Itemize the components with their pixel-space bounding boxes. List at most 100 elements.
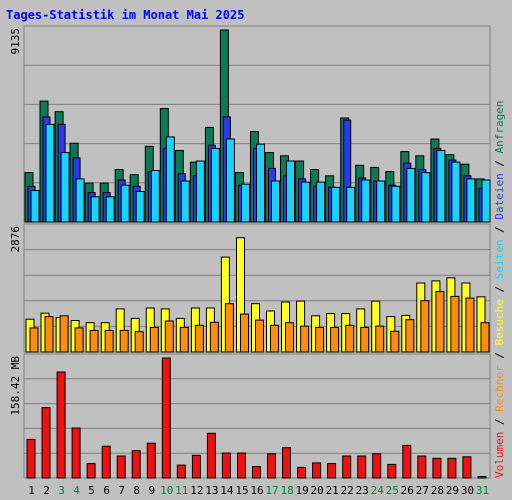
- x-tick-label-day-12: 12: [190, 484, 203, 497]
- legend-separator: /: [493, 220, 506, 240]
- bar-seiten-day-28: [436, 150, 446, 223]
- series-volumen: [26, 357, 487, 479]
- bar-seiten-day-1: [30, 190, 40, 223]
- bar-rechner-day-3: [59, 315, 69, 353]
- x-tick-label-day-4: 4: [73, 484, 80, 497]
- bar-seiten-day-17: [271, 180, 280, 223]
- bar-rechner-day-23: [360, 326, 370, 353]
- bar-volumen-day-13: [206, 432, 216, 479]
- bar-volumen-day-30: [462, 456, 472, 479]
- bar-volumen-day-10: [161, 357, 171, 479]
- bar-seiten-day-15: [241, 183, 250, 223]
- bar-rechner-day-1: [29, 327, 39, 353]
- panel-anfragen-dateien-seiten: 9135: [9, 25, 491, 223]
- bar-volumen-day-11: [176, 464, 186, 479]
- x-tick-label-day-29: 29: [446, 484, 459, 497]
- bar-rechner-day-19: [300, 325, 310, 353]
- bar-rechner-day-28: [435, 291, 445, 353]
- bar-volumen-day-26: [402, 444, 412, 479]
- x-tick-label-day-1: 1: [28, 484, 35, 497]
- x-tick-label-day-15: 15: [235, 484, 248, 497]
- bar-volumen-day-5: [86, 463, 96, 479]
- bar-rechner-day-8: [134, 331, 144, 353]
- series-rechner: [29, 291, 490, 353]
- bar-rechner-day-29: [450, 295, 460, 353]
- bar-volumen-day-20: [312, 462, 322, 479]
- bar-rechner-day-7: [119, 329, 129, 353]
- x-tick-label-day-6: 6: [103, 484, 110, 497]
- chart-title: Tages-Statistik im Monat Mai 2025: [6, 8, 244, 22]
- x-tick-label-day-22: 22: [341, 484, 354, 497]
- bar-volumen-day-31: [477, 476, 487, 479]
- bar-seiten-day-5: [90, 196, 100, 223]
- x-tick-label-day-11: 11: [175, 484, 188, 497]
- legend-anfragen: Anfragen: [493, 100, 506, 153]
- bar-seiten-day-22: [346, 186, 356, 223]
- x-tick-label-day-5: 5: [88, 484, 95, 497]
- x-tick-label-day-30: 30: [461, 484, 474, 497]
- x-tick-label-day-2: 2: [43, 484, 50, 497]
- bar-rechner-day-4: [74, 327, 84, 353]
- legend-dateien: Dateien: [493, 173, 506, 219]
- x-tick-label-day-16: 16: [250, 484, 263, 497]
- bar-seiten-day-2: [45, 123, 55, 223]
- bar-seiten-day-21: [331, 186, 341, 223]
- x-tick-label-day-17: 17: [265, 484, 278, 497]
- bar-seiten-day-11: [180, 180, 190, 223]
- legend-separator: /: [493, 346, 506, 366]
- x-tick-label-day-9: 9: [148, 484, 155, 497]
- chart-panels: 9135 2876 158.42 MB: [9, 25, 491, 479]
- bar-volumen-day-17: [267, 453, 276, 479]
- bar-volumen-day-25: [387, 463, 397, 479]
- bar-seiten-day-29: [451, 161, 461, 223]
- bar-volumen-day-16: [252, 466, 261, 479]
- bar-rechner-day-20: [315, 326, 325, 353]
- x-tick-label-day-19: 19: [295, 484, 308, 497]
- bar-seiten-day-20: [316, 181, 326, 223]
- legend-volumen: Volumen: [493, 432, 506, 478]
- x-tick-label-day-7: 7: [118, 484, 125, 497]
- legend-separator: /: [493, 153, 506, 173]
- right-legend-text: Volumen / Rechner / Besuche / Seiten / D…: [493, 100, 506, 478]
- legend-rechner: Rechner: [493, 365, 506, 412]
- x-tick-label-day-8: 8: [133, 484, 140, 497]
- bar-volumen-day-1: [26, 438, 36, 479]
- bar-seiten-day-3: [60, 152, 70, 223]
- panel-besuche-rechner: 2876: [9, 223, 491, 353]
- bar-volumen-day-28: [432, 457, 442, 479]
- bar-volumen-day-7: [116, 455, 126, 479]
- panel-frame: [23, 353, 491, 479]
- bar-volumen-day-2: [41, 407, 51, 479]
- bar-rechner-day-21: [330, 326, 340, 353]
- bar-seiten-day-24: [376, 180, 386, 223]
- x-tick-label-day-23: 23: [356, 484, 369, 497]
- bar-seiten-day-27: [421, 172, 431, 223]
- legend-separator: /: [493, 412, 506, 432]
- bar-seiten-day-18: [286, 160, 295, 223]
- bar-volumen-day-21: [327, 463, 337, 479]
- bar-volumen-day-15: [237, 452, 246, 479]
- bar-rechner-day-30: [465, 297, 475, 353]
- bar-seiten-day-31: [481, 179, 491, 223]
- bar-seiten-day-12: [195, 160, 205, 223]
- bar-seiten-day-8: [135, 191, 145, 223]
- bar-volumen-day-12: [191, 454, 201, 479]
- x-tick-label-day-24: 24: [371, 484, 385, 497]
- bar-seiten-day-9: [150, 170, 160, 223]
- bar-seiten-day-16: [256, 143, 265, 223]
- x-axis-labels: 1 2 3 4 5 6 7 8 9 10 11 12 13 14 15 16 17 18 19 20 21 22 23 24 2…: [28, 484, 489, 497]
- bar-rechner-day-26: [405, 319, 415, 353]
- panel-volumen: 158.42 MB: [9, 353, 491, 479]
- bar-rechner-day-10: [164, 320, 174, 353]
- x-tick-label-day-3: 3: [58, 484, 65, 497]
- bar-rechner-day-9: [149, 326, 159, 353]
- bar-rechner-day-16: [255, 319, 264, 353]
- legend-separator: /: [493, 279, 506, 299]
- bar-volumen-day-14: [221, 452, 231, 479]
- bar-rechner-day-15: [240, 313, 249, 353]
- x-tick-label-day-25: 25: [386, 484, 399, 497]
- bar-rechner-day-18: [285, 322, 294, 353]
- bar-seiten-day-26: [406, 167, 416, 223]
